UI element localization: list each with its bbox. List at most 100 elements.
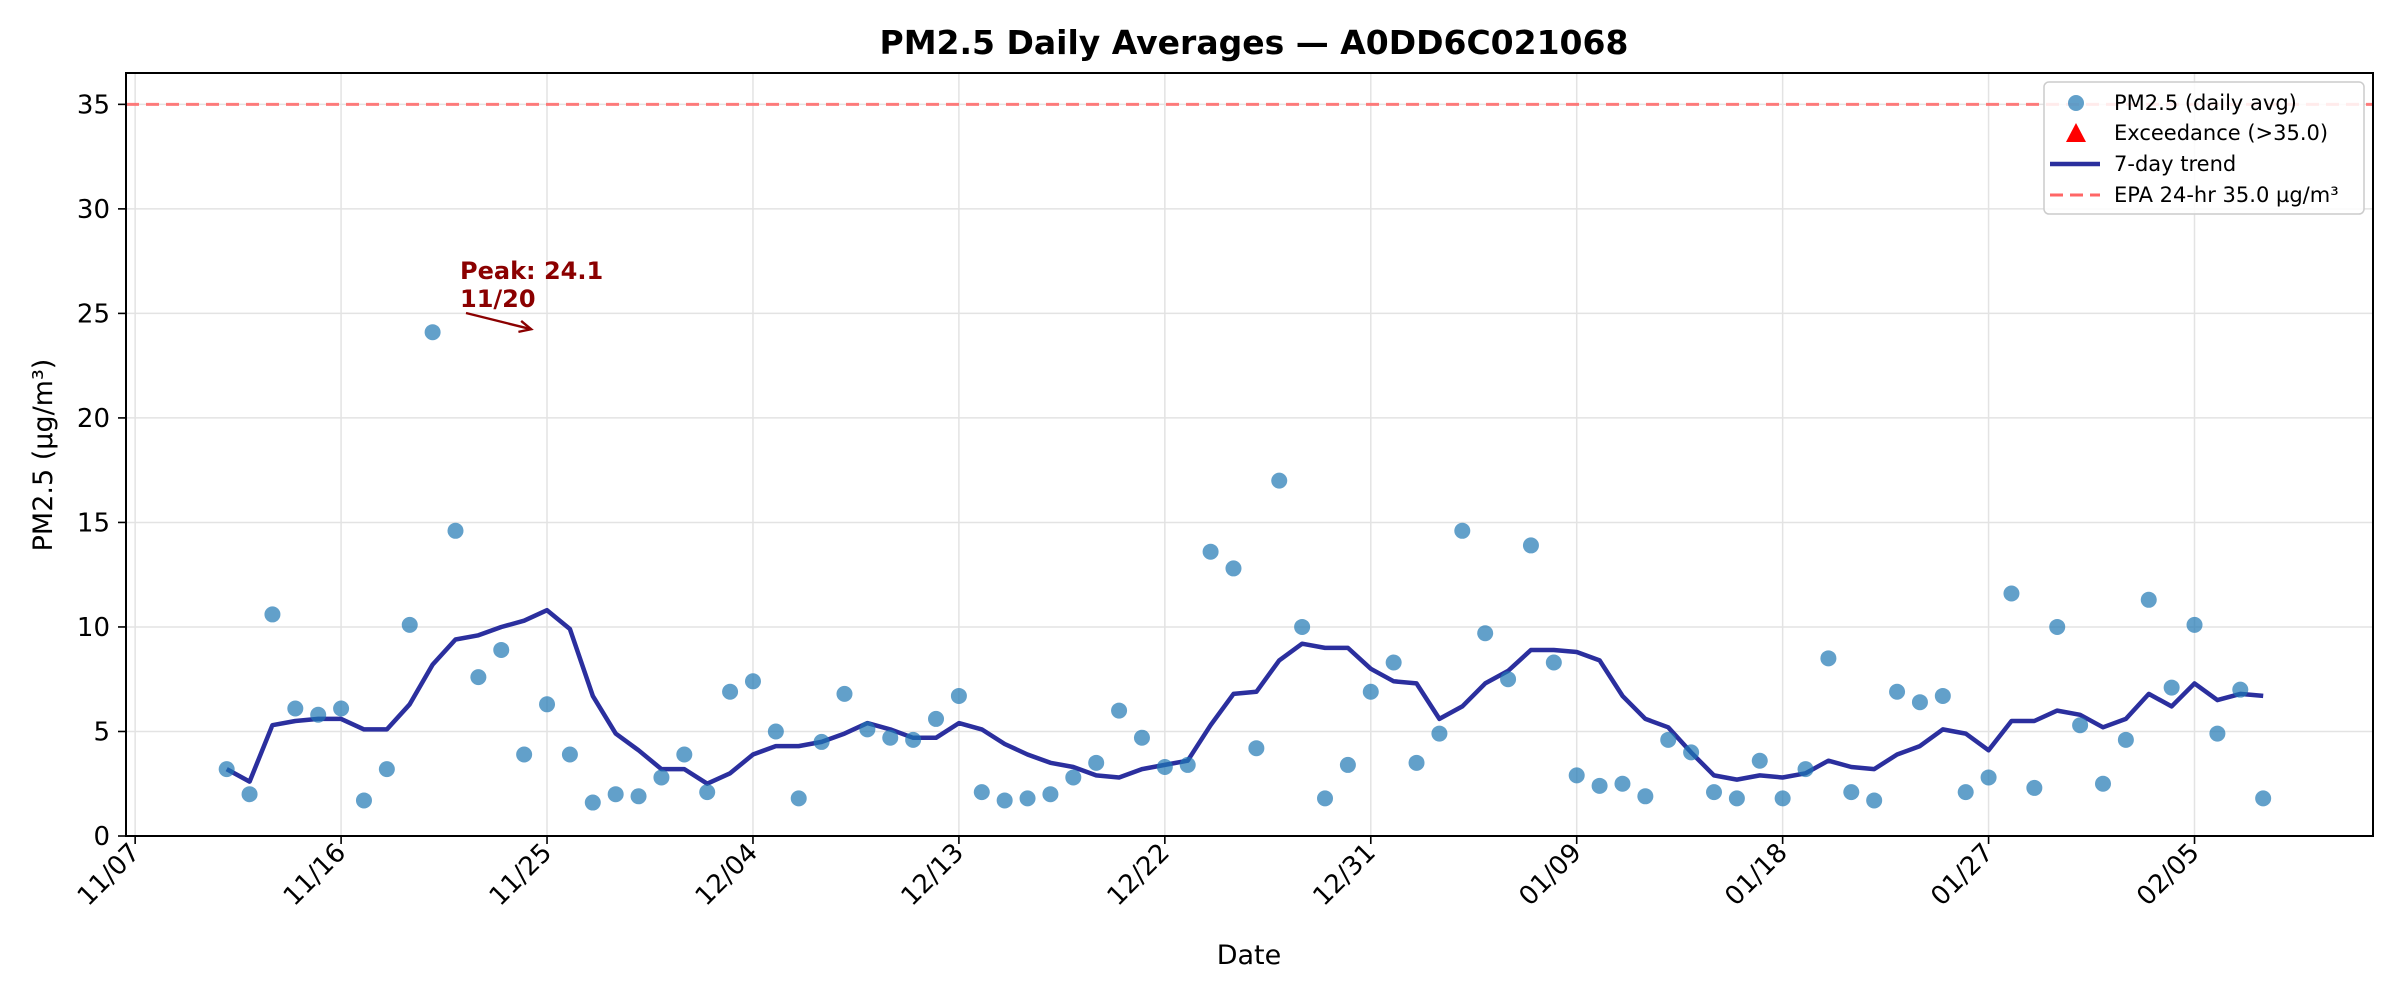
data-point — [1797, 761, 1814, 778]
data-point — [355, 792, 372, 809]
x-tick-label: 01/18 — [1719, 838, 1793, 912]
data-point — [1088, 754, 1105, 771]
data-point — [516, 746, 533, 763]
data-point — [1980, 769, 1997, 786]
data-point — [1156, 759, 1173, 776]
data-point — [1408, 754, 1425, 771]
data-point — [1911, 694, 1928, 711]
data-point — [813, 733, 830, 750]
data-point — [1522, 537, 1539, 554]
trend-line — [225, 607, 2264, 786]
data-point — [493, 641, 510, 658]
data-point — [401, 616, 418, 633]
x-tick-label: 01/09 — [1513, 838, 1587, 912]
data-point — [1568, 767, 1585, 784]
data-point — [2186, 616, 2203, 633]
x-tick-label: 12/13 — [896, 838, 970, 912]
y-tick-label: 5 — [93, 717, 110, 747]
legend: PM2.5 (daily avg) Exceedance (>35.0) 7-d… — [2043, 81, 2365, 215]
data-point — [1431, 725, 1448, 742]
y-tick-label: 0 — [93, 822, 110, 852]
data-point — [1362, 683, 1379, 700]
data-point — [1317, 790, 1334, 807]
data-point — [1866, 792, 1883, 809]
data-point — [928, 710, 945, 727]
data-point — [1637, 788, 1654, 805]
y-axis: 0 5 10 15 20 25 30 35 — [77, 90, 126, 852]
data-point — [2209, 725, 2226, 742]
peak-arrow-head — [518, 319, 534, 334]
data-point — [1614, 775, 1631, 792]
y-tick-label: 15 — [77, 508, 110, 538]
y-tick-label: 35 — [77, 90, 110, 120]
data-point — [2072, 717, 2089, 734]
x-tick-label: 11/25 — [484, 838, 558, 912]
data-point — [1225, 560, 1242, 577]
plot-frame — [125, 72, 2374, 837]
y-tick-label: 20 — [77, 404, 110, 434]
y-tick-label: 30 — [77, 195, 110, 225]
data-point — [1843, 784, 1860, 801]
data-point — [218, 761, 235, 778]
data-point — [790, 790, 807, 807]
data-point — [584, 794, 601, 811]
data-point — [2049, 618, 2066, 635]
data-point — [1728, 790, 1745, 807]
peak-label: Peak: 24.1 — [460, 257, 603, 285]
data-point — [607, 786, 624, 803]
data-point — [1774, 790, 1791, 807]
y-tick-label: 25 — [77, 299, 110, 329]
legend-label-threshold: EPA 24-hr 35.0 µg/m³ — [2114, 183, 2339, 207]
data-point — [378, 761, 395, 778]
data-point — [996, 792, 1013, 809]
data-point — [287, 700, 304, 717]
data-point — [1271, 472, 1288, 489]
data-point — [1065, 769, 1082, 786]
chart-title: PM2.5 Daily Averages — A0DD6C021068 — [880, 23, 1629, 62]
data-point — [2232, 681, 2249, 698]
data-point — [1294, 618, 1311, 635]
data-point — [699, 784, 716, 801]
data-point — [1751, 752, 1768, 769]
legend-marker-exceedance — [2066, 123, 2086, 142]
data-point — [1957, 784, 1974, 801]
x-axis: 11/07 11/16 11/25 12/04 12/13 12/22 12/31 01/09… — [72, 836, 2205, 912]
data-point — [2117, 731, 2134, 748]
data-point — [1820, 650, 1837, 667]
legend-label-trend: 7-day trend — [2114, 152, 2236, 176]
data-point — [859, 721, 876, 738]
data-point — [2140, 591, 2157, 608]
y-axis-title: PM2.5 (µg/m³) — [28, 359, 59, 552]
x-tick-label: 01/27 — [1925, 838, 1999, 912]
data-point — [630, 788, 647, 805]
data-point — [1385, 654, 1402, 671]
data-point — [1591, 777, 1608, 794]
data-point — [676, 746, 693, 763]
data-point — [2026, 779, 2043, 796]
data-point — [767, 723, 784, 740]
data-point — [1133, 729, 1150, 746]
data-point — [310, 706, 327, 723]
x-tick-label: 12/22 — [1102, 838, 1176, 912]
data-point — [424, 324, 441, 341]
data-point — [722, 683, 739, 700]
data-point — [1179, 756, 1196, 773]
data-point — [2255, 790, 2272, 807]
data-point — [539, 696, 556, 713]
data-point — [836, 685, 853, 702]
y-tick-label: 10 — [77, 613, 110, 643]
x-axis-title: Date — [1217, 940, 1282, 971]
x-tick-label: 12/04 — [690, 838, 764, 912]
data-point — [1889, 683, 1906, 700]
data-point — [905, 731, 922, 748]
data-point — [1683, 744, 1700, 761]
data-point — [470, 669, 487, 686]
data-point — [1042, 786, 1059, 803]
data-point — [2003, 585, 2020, 602]
data-point — [1248, 740, 1265, 757]
data-point — [333, 700, 350, 717]
data-point — [561, 746, 578, 763]
data-point — [1660, 731, 1677, 748]
x-tick-label: 02/05 — [2131, 838, 2205, 912]
